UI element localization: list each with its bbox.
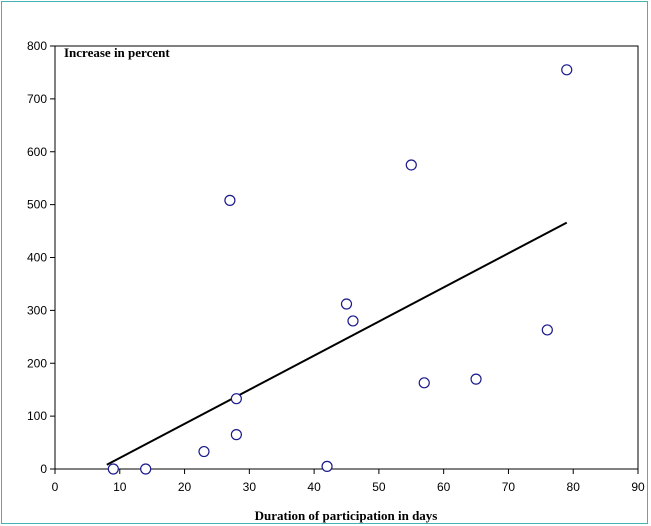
x-tick-label: 70 — [502, 480, 516, 494]
x-axis: 0 10 20 30 40 50 60 70 80 90 — [52, 469, 645, 494]
data-point — [347, 315, 359, 327]
data-point — [230, 429, 242, 441]
y-tick-label: 200 — [27, 356, 47, 370]
data-point — [140, 463, 152, 475]
data-point — [107, 463, 119, 475]
x-tick-label: 10 — [113, 480, 127, 494]
chart-annotation: Increase in percent — [64, 45, 170, 60]
x-tick-label: 20 — [178, 480, 192, 494]
x-tick-label: 90 — [631, 480, 645, 494]
plot-area — [54, 45, 639, 470]
y-tick-label: 600 — [27, 145, 47, 159]
x-tick-label: 60 — [437, 480, 451, 494]
y-tick-label: 500 — [27, 198, 47, 212]
data-point — [561, 64, 573, 76]
x-tick-label: 0 — [52, 480, 59, 494]
data-point — [224, 194, 236, 206]
y-tick-label: 100 — [27, 409, 47, 423]
y-tick-label: 0 — [40, 462, 47, 476]
y-tick-label: 400 — [27, 251, 47, 265]
y-tick-label: 800 — [27, 39, 47, 53]
y-axis: 0 100 200 300 400 500 600 700 800 — [27, 39, 55, 476]
y-tick-label: 300 — [27, 303, 47, 317]
x-axis-label: Duration of participation in days — [255, 508, 438, 523]
data-point — [405, 159, 417, 171]
data-point — [470, 373, 482, 385]
x-tick-label: 30 — [243, 480, 257, 494]
trendline — [106, 221, 568, 466]
x-tick-label: 50 — [372, 480, 386, 494]
data-points — [107, 64, 573, 475]
data-point — [340, 298, 353, 310]
y-tick-label: 700 — [27, 92, 47, 106]
data-point — [541, 324, 553, 336]
data-point — [418, 377, 430, 389]
data-point — [198, 445, 210, 458]
x-tick-label: 80 — [567, 480, 581, 494]
x-tick-label: 40 — [307, 480, 321, 494]
data-point — [230, 393, 242, 405]
data-point — [321, 460, 333, 472]
